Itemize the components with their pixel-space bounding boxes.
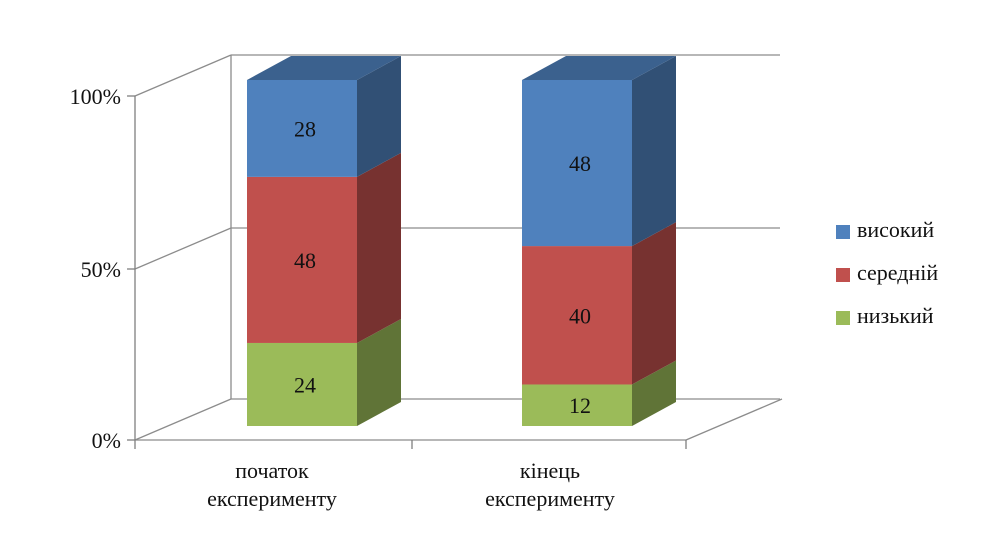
bar-top-високий bbox=[247, 56, 401, 80]
x-category-label: експерименту bbox=[485, 486, 615, 511]
legend-label: високий bbox=[857, 217, 934, 242]
gridline-diagonal bbox=[134, 227, 232, 270]
bars-layer bbox=[247, 56, 676, 426]
bar-side-високий bbox=[357, 56, 401, 177]
axis-layer: 0% 50% 100% початок експерименту кінець експер… bbox=[70, 84, 687, 511]
data-label: 12 bbox=[569, 393, 591, 418]
data-label: 40 bbox=[569, 303, 591, 328]
x-category-label: початок bbox=[235, 458, 309, 483]
bar-side-низький bbox=[357, 318, 401, 426]
x-category-label: кінець bbox=[520, 458, 580, 483]
legend: високий середній низький bbox=[836, 217, 938, 328]
bar-side-середній bbox=[632, 222, 676, 385]
bar-segment-високий bbox=[522, 80, 632, 247]
y-tick-label: 0% bbox=[92, 428, 121, 453]
bar-segment-високий bbox=[247, 80, 357, 177]
x-category-label: експерименту bbox=[207, 486, 337, 511]
legend-swatch bbox=[836, 311, 850, 325]
legend-label: низький bbox=[857, 303, 934, 328]
y-tick-label: 100% bbox=[70, 84, 121, 109]
bar-side-середній bbox=[357, 152, 401, 343]
gridline-diagonal bbox=[134, 54, 232, 97]
bar-side-високий bbox=[632, 56, 676, 247]
legend-swatch bbox=[836, 225, 850, 239]
bar-side-низький bbox=[632, 360, 676, 426]
bar-segment-середній bbox=[247, 176, 357, 343]
data-label: 48 bbox=[294, 248, 316, 273]
data-label: 48 bbox=[569, 151, 591, 176]
legend-label: середній bbox=[857, 260, 938, 285]
bar-segment-низький bbox=[522, 384, 632, 426]
y-tick-label: 50% bbox=[81, 257, 121, 282]
data-label: 28 bbox=[294, 116, 316, 141]
grid-layer bbox=[134, 54, 783, 441]
legend-swatch bbox=[836, 268, 850, 282]
labels-layer: 24 48 28 12 40 48 bbox=[294, 116, 591, 418]
floor-right-edge bbox=[685, 398, 783, 441]
bar-top-високий bbox=[522, 56, 676, 80]
bar-segment-середній bbox=[522, 246, 632, 385]
gridline-diagonal bbox=[134, 398, 232, 441]
bar-segment-низький bbox=[247, 342, 357, 426]
data-label: 24 bbox=[294, 372, 316, 397]
